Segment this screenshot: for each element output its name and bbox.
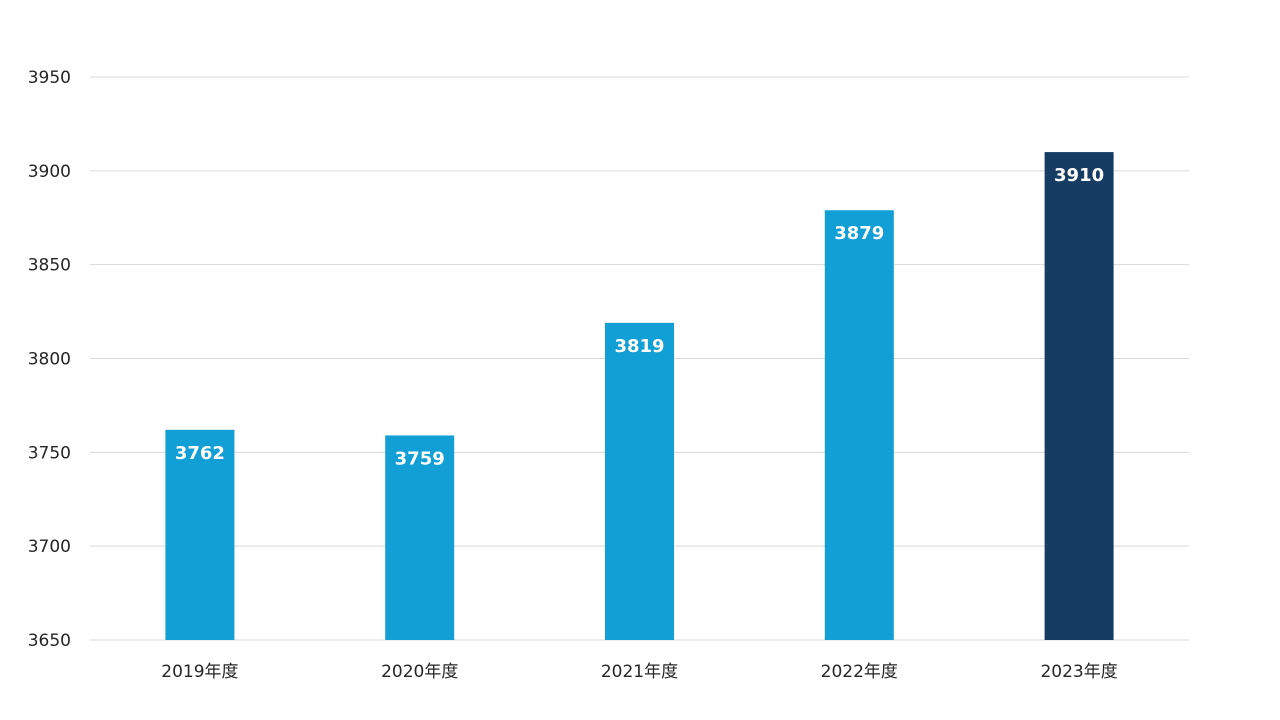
y-tick-label: 3700 [28, 537, 71, 557]
data-labels: 3762 3759 3819 3879 3910 [175, 165, 1104, 469]
bar [385, 435, 455, 640]
y-tick-label: 3750 [28, 443, 71, 463]
bar [165, 429, 235, 640]
x-tick-label: 2019年度 [161, 662, 238, 682]
data-label: 3879 [834, 223, 884, 244]
data-label: 3759 [395, 448, 445, 469]
data-label: 3819 [614, 336, 664, 357]
x-tick-label: 2022年度 [821, 662, 898, 682]
y-tick-label: 3800 [28, 350, 71, 370]
y-tick-label: 3900 [28, 162, 71, 182]
bar [1044, 152, 1114, 641]
data-label: 3762 [175, 443, 225, 464]
bars [165, 152, 1114, 641]
x-tick-label: 2020年度 [381, 662, 458, 682]
bar [824, 210, 894, 640]
y-tick-label: 3950 [28, 68, 71, 88]
y-tick-label: 3850 [28, 256, 71, 276]
y-axis-tick-labels: 3650 3700 3750 3800 3850 3900 3950 [28, 68, 71, 651]
x-axis-tick-labels: 2019年度 2020年度 2021年度 2022年度 2023年度 [161, 662, 1117, 682]
x-tick-label: 2021年度 [601, 662, 678, 682]
y-tick-label: 3650 [28, 631, 71, 651]
bar [605, 322, 674, 640]
data-label: 3910 [1054, 165, 1104, 186]
x-tick-label: 2023年度 [1040, 662, 1117, 682]
